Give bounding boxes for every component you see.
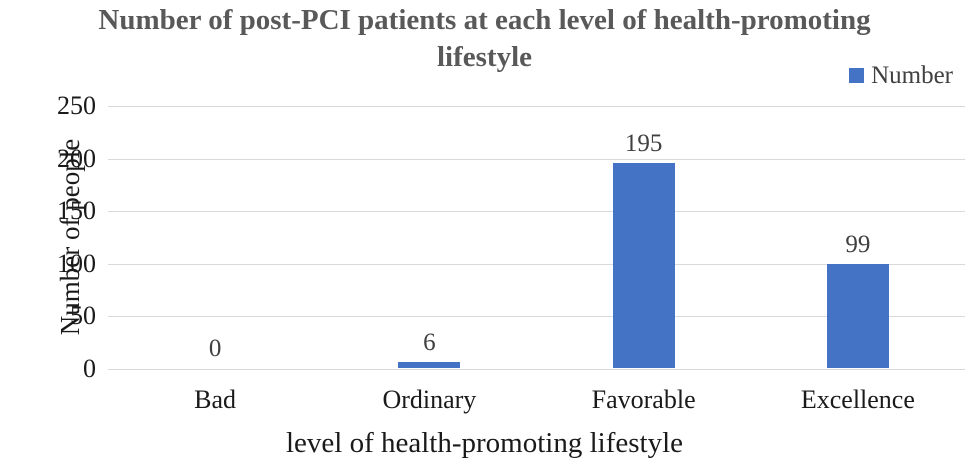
y-tick-label-250: 250 (57, 91, 96, 120)
x-category-label-favorable: Favorable (591, 385, 696, 414)
bar-ordinary (398, 361, 461, 368)
legend-label: Number (871, 62, 953, 89)
x-category-label-excellence: Excellence (800, 385, 915, 414)
gridline-y-100 (108, 263, 965, 265)
y-tick-label-0: 0 (83, 354, 96, 383)
data-label-bad: 0 (208, 335, 222, 362)
bar-excellence (826, 263, 889, 368)
y-tick-label-200: 200 (57, 143, 96, 173)
chart-title: Number of post-PCI patients at each leve… (98, 4, 871, 74)
y-tick-label-150: 150 (57, 196, 96, 226)
data-label-excellence: 99 (845, 230, 871, 258)
x-category-label-bad: Bad (194, 385, 237, 414)
gridline-y-150 (108, 211, 965, 213)
gridline-y-200 (108, 158, 965, 160)
gridline-y-0 (108, 369, 965, 370)
gridline-y-50 (108, 316, 965, 318)
y-tick-label-100: 100 (57, 248, 96, 278)
data-label-ordinary: 6 (423, 328, 436, 356)
x-category-label-ordinary: Ordinary (382, 385, 477, 414)
bar-favorable (612, 162, 675, 368)
y-tick-label-50: 50 (70, 301, 96, 331)
legend: Number (849, 63, 953, 88)
gridline-y-250 (108, 106, 965, 107)
plot-area: 0 6 195 99 (108, 106, 965, 370)
data-label-favorable: 195 (624, 129, 663, 157)
legend-swatch-icon (849, 68, 865, 83)
x-axis-title: level of health-promoting lifestyle (285, 427, 684, 459)
